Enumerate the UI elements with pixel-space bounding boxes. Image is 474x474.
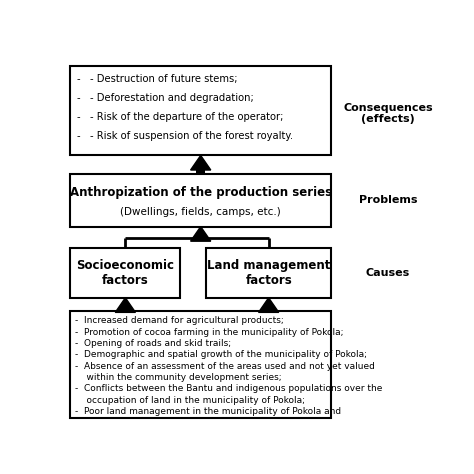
Text: -   - Risk of suspension of the forest royalty.: - - Risk of suspension of the forest roy… bbox=[77, 131, 293, 141]
Text: -  Promotion of cocoa farming in the municipality of Pokola;: - Promotion of cocoa farming in the muni… bbox=[75, 328, 343, 337]
Text: -  Demographic and spatial growth of the municipality of Pokola;: - Demographic and spatial growth of the … bbox=[75, 350, 367, 359]
Bar bbox=[196, 237, 205, 241]
Bar bbox=[196, 170, 205, 173]
Text: Land management
factors: Land management factors bbox=[207, 259, 330, 287]
FancyBboxPatch shape bbox=[70, 66, 331, 155]
Polygon shape bbox=[191, 227, 211, 241]
Text: -   - Risk of the departure of the operator;: - - Risk of the departure of the operato… bbox=[77, 112, 283, 122]
Text: (Dwellings, fields, camps, etc.): (Dwellings, fields, camps, etc.) bbox=[120, 207, 281, 217]
Polygon shape bbox=[191, 155, 211, 170]
Text: -  Increased demand for agricultural products;: - Increased demand for agricultural prod… bbox=[75, 316, 283, 325]
Bar bbox=[264, 310, 273, 312]
Text: occupation of land in the municipality of Pokola;: occupation of land in the municipality o… bbox=[75, 396, 305, 405]
FancyBboxPatch shape bbox=[206, 248, 331, 298]
Text: within the community development series;: within the community development series; bbox=[75, 373, 281, 382]
FancyBboxPatch shape bbox=[70, 173, 331, 227]
Text: Causes: Causes bbox=[366, 268, 410, 278]
Polygon shape bbox=[115, 298, 136, 312]
Text: -   - Deforestation and degradation;: - - Deforestation and degradation; bbox=[77, 93, 254, 103]
Text: Anthropization of the production series: Anthropization of the production series bbox=[70, 186, 332, 199]
Text: -  Absence of an assessment of the areas used and not yet valued: - Absence of an assessment of the areas … bbox=[75, 362, 374, 371]
FancyBboxPatch shape bbox=[70, 248, 181, 298]
Text: -  Conflicts between the Bantu and indigenous populations over the: - Conflicts between the Bantu and indige… bbox=[75, 384, 382, 393]
Text: Consequences
(effects): Consequences (effects) bbox=[343, 103, 433, 124]
Text: -  Poor land management in the municipality of Pokola and: - Poor land management in the municipali… bbox=[75, 407, 341, 416]
Polygon shape bbox=[258, 298, 279, 312]
Text: -   - Destruction of future stems;: - - Destruction of future stems; bbox=[77, 74, 237, 84]
Text: Problems: Problems bbox=[359, 195, 417, 205]
Bar bbox=[121, 310, 130, 312]
FancyBboxPatch shape bbox=[70, 310, 331, 418]
Text: -  Opening of roads and skid trails;: - Opening of roads and skid trails; bbox=[75, 339, 231, 348]
Text: Socioeconomic
factors: Socioeconomic factors bbox=[76, 259, 174, 287]
